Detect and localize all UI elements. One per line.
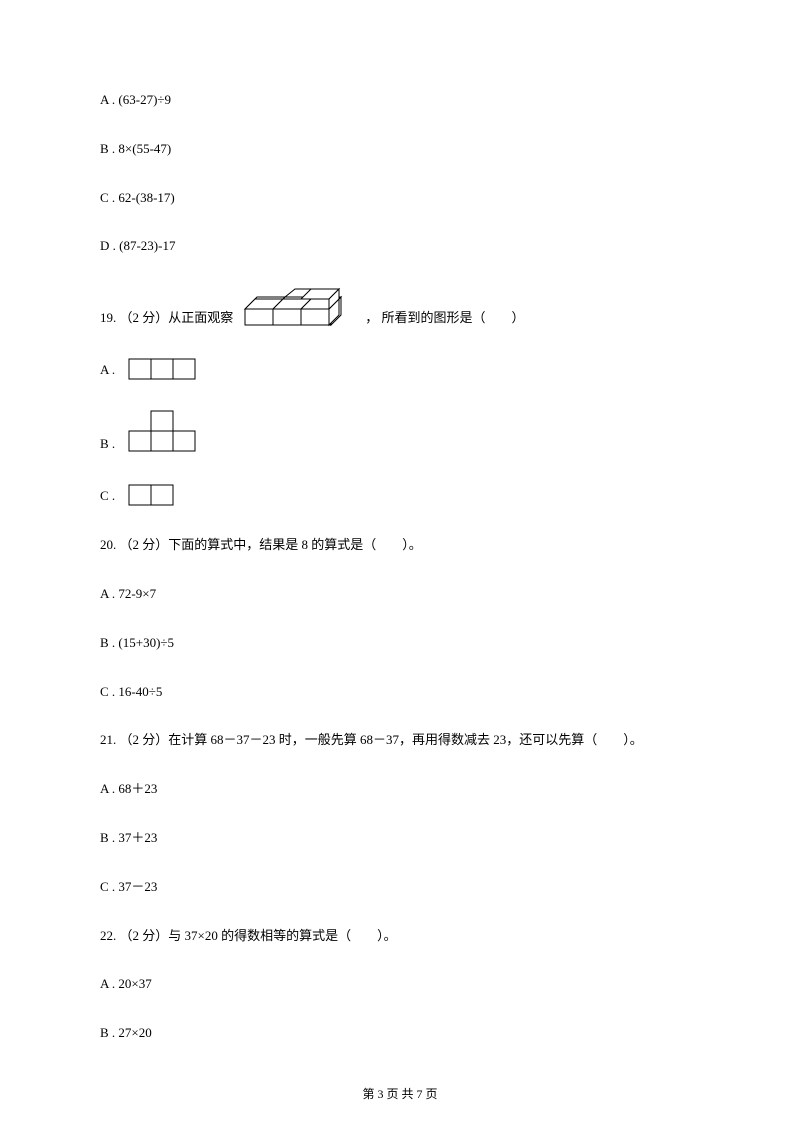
q19-prefix: 19. （2 分）从正面观察: [100, 308, 233, 329]
q21-option-b: B . 37＋23: [100, 828, 700, 849]
q21-option-c: C . 37－23: [100, 877, 700, 898]
footer-prefix: 第: [362, 1087, 377, 1101]
option-label: C .: [100, 486, 115, 507]
q20-option-b: B . (15+30)÷5: [100, 633, 700, 654]
q20-option-c: C . 16-40÷5: [100, 682, 700, 703]
footer-mid: 页 共: [383, 1087, 416, 1101]
q18-option-a: A . (63-27)÷9: [100, 90, 700, 111]
option-label: A .: [100, 360, 115, 381]
t-shape-icon: [127, 409, 197, 455]
q20-option-a: A . 72-9×7: [100, 584, 700, 605]
q18-option-d: D . (87-23)-17: [100, 236, 700, 257]
q19-option-a: A .: [100, 357, 700, 381]
q21-option-a: A . 68＋23: [100, 779, 700, 800]
q19-option-c: C .: [100, 483, 700, 507]
q22-option-a: A . 20×37: [100, 974, 700, 995]
option-label: B .: [100, 434, 115, 455]
page-footer: 第 3 页 共 7 页: [0, 1085, 800, 1102]
q19-suffix: ， 所看到的图形是（ ）: [365, 308, 524, 329]
footer-suffix: 页: [423, 1087, 438, 1101]
q22-stem: 22. （2 分）与 37×20 的得数相等的算式是（ ）。: [100, 926, 700, 947]
q21-stem: 21. （2 分）在计算 68－37－23 时，一般先算 68－37，再用得数减…: [100, 730, 700, 751]
q18-option-b: B . 8×(55-47): [100, 139, 700, 160]
q19-stem: 19. （2 分）从正面观察: [100, 285, 700, 329]
q20-stem: 20. （2 分）下面的算式中，结果是 8 的算式是（ ）。: [100, 535, 700, 556]
q22-option-b: B . 27×20: [100, 1023, 700, 1044]
q18-option-c: C . 62-(38-17): [100, 188, 700, 209]
three-squares-row-icon: [127, 357, 197, 381]
q19-option-b: B .: [100, 409, 700, 455]
two-squares-row-icon: [127, 483, 175, 507]
cube-3d-icon: [239, 285, 359, 329]
